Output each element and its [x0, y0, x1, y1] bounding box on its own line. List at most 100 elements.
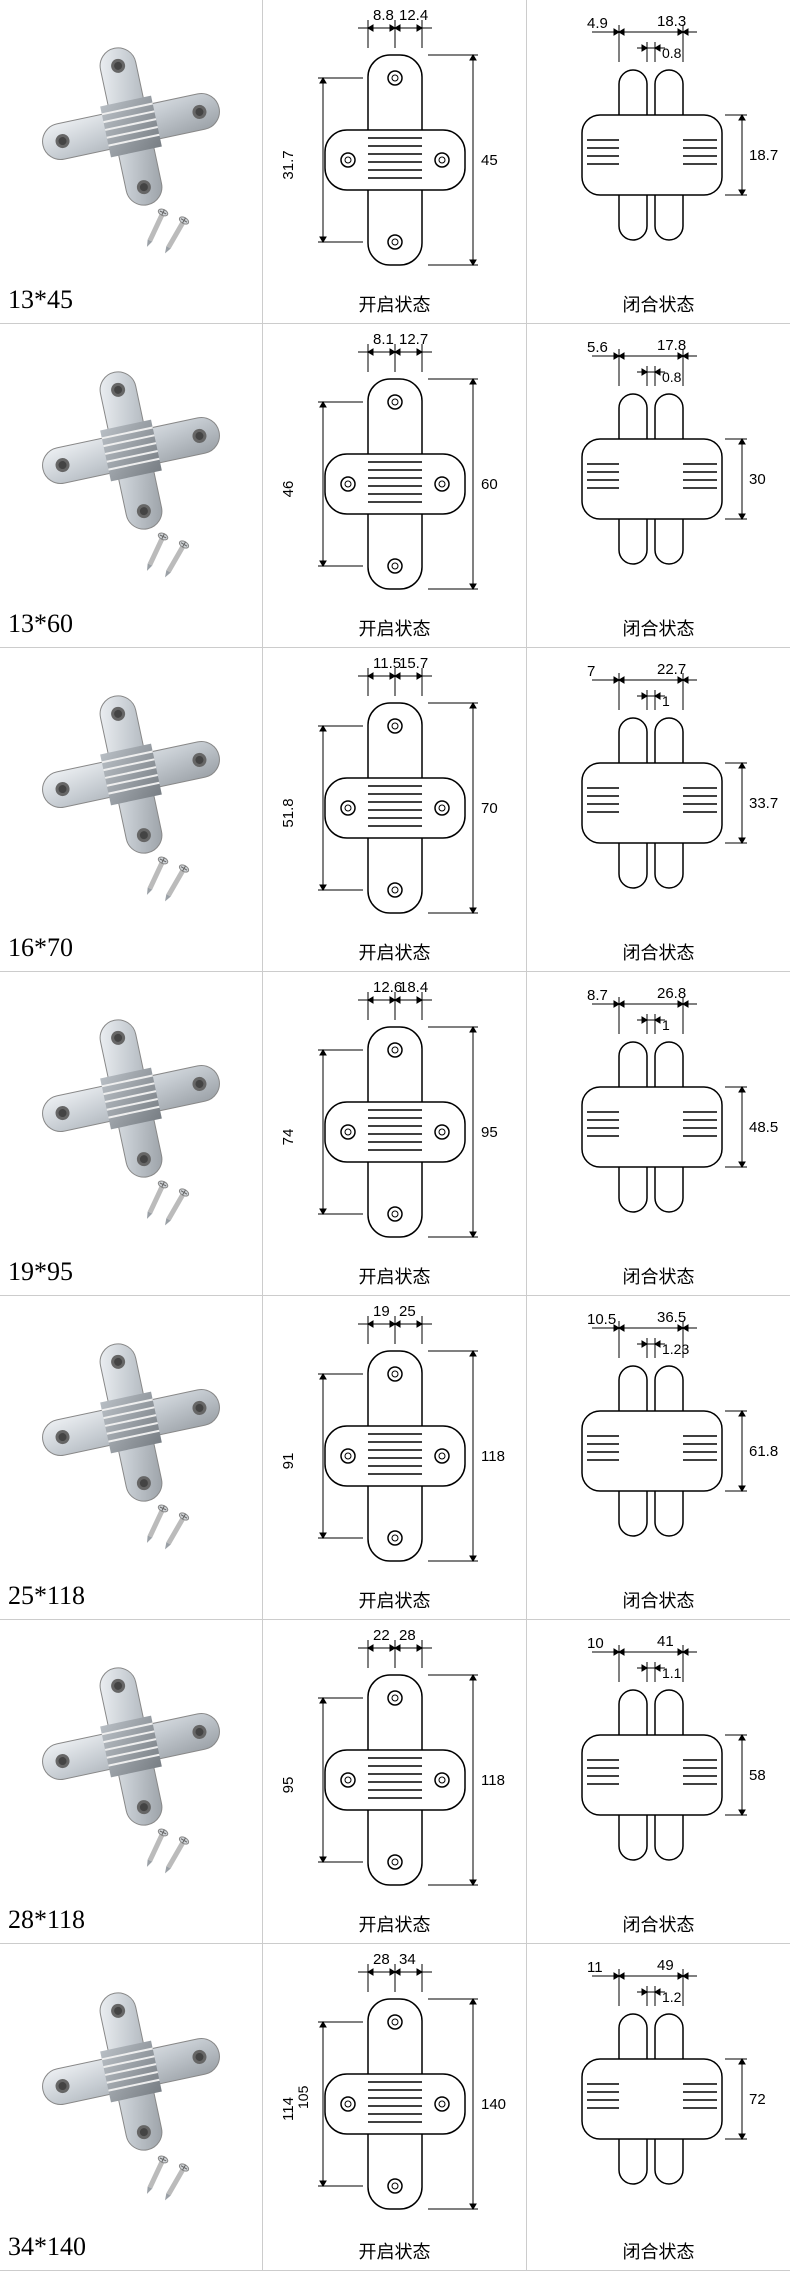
svg-text:12.6: 12.6 — [373, 979, 402, 996]
hinge-photo — [31, 1009, 231, 1194]
svg-text:8.1: 8.1 — [373, 331, 394, 348]
svg-text:70: 70 — [481, 800, 498, 817]
svg-text:51.8: 51.8 — [280, 798, 297, 827]
svg-text:1: 1 — [662, 693, 670, 709]
photo-cell: 25*118 — [0, 1296, 263, 1619]
spec-row: 13*60 8.1 12.7 46 — [0, 324, 790, 648]
size-label: 13*45 — [8, 285, 73, 315]
hinge-photo — [31, 1657, 231, 1842]
svg-text:5.6: 5.6 — [587, 339, 608, 356]
svg-text:91: 91 — [280, 1453, 297, 1470]
svg-text:8.8: 8.8 — [373, 7, 394, 24]
closed-state-label: 闭合状态 — [623, 1587, 695, 1613]
svg-text:45: 45 — [481, 152, 498, 169]
svg-text:26.8: 26.8 — [657, 985, 686, 1002]
open-diagram: 28 34 114 105 140 — [263, 1944, 526, 2240]
open-state-label: 开启状态 — [359, 615, 431, 641]
screws-photo — [142, 2155, 232, 2220]
open-state-label: 开启状态 — [359, 2238, 431, 2264]
svg-text:25: 25 — [399, 1303, 416, 1320]
svg-text:46: 46 — [280, 481, 297, 498]
closed-diagram-cell: 10 41 1.1 58 闭合状态 — [527, 1620, 790, 1943]
svg-text:1.1: 1.1 — [662, 1665, 682, 1681]
photo-cell: 13*45 — [0, 0, 263, 323]
open-diagram: 19 25 91 118 — [263, 1296, 526, 1589]
svg-text:8.7: 8.7 — [587, 987, 608, 1004]
open-diagram: 8.8 12.4 31.7 45 — [263, 0, 526, 293]
open-diagram: 22 28 95 118 — [263, 1620, 526, 1913]
closed-diagram: 5.6 17.8 0.8 30 — [527, 324, 790, 617]
svg-text:22: 22 — [373, 1627, 390, 1644]
svg-text:41: 41 — [657, 1633, 674, 1650]
open-diagram-cell: 12.6 18.4 74 95 开启状态 — [263, 972, 527, 1295]
spec-row: 28*118 22 28 95 — [0, 1620, 790, 1944]
closed-state-label: 闭合状态 — [623, 2238, 695, 2264]
svg-text:48.5: 48.5 — [749, 1119, 778, 1136]
open-diagram-cell: 19 25 91 118 开启状态 — [263, 1296, 527, 1619]
svg-text:33.7: 33.7 — [749, 795, 778, 812]
svg-text:118: 118 — [481, 1448, 505, 1465]
hinge-photo — [31, 685, 231, 870]
open-diagram-cell: 22 28 95 118 开启状态 — [263, 1620, 527, 1943]
closed-diagram-cell: 4.9 18.3 0.8 18.7 闭合状态 — [527, 0, 790, 323]
svg-text:1.2: 1.2 — [662, 1989, 682, 2005]
closed-diagram: 4.9 18.3 0.8 18.7 — [527, 0, 790, 293]
svg-text:12.4: 12.4 — [399, 7, 428, 24]
open-diagram-cell: 28 34 114 105 140 开启状态 — [263, 1944, 527, 2270]
svg-text:1.23: 1.23 — [662, 1341, 689, 1357]
open-state-label: 开启状态 — [359, 1911, 431, 1937]
size-label: 16*70 — [8, 933, 73, 963]
svg-text:30: 30 — [749, 471, 766, 488]
svg-text:74: 74 — [280, 1129, 297, 1146]
closed-diagram: 11 49 1.2 72 — [527, 1944, 790, 2240]
closed-diagram-cell: 7 22.7 1 33.7 闭合状态 — [527, 648, 790, 971]
screws-photo — [142, 1504, 232, 1569]
screws-photo — [142, 856, 232, 921]
screws-photo — [142, 532, 232, 597]
svg-text:15.7: 15.7 — [399, 655, 428, 672]
closed-diagram-cell: 5.6 17.8 0.8 30 闭合状态 — [527, 324, 790, 647]
open-diagram-cell: 8.8 12.4 31.7 45 开启状态 — [263, 0, 527, 323]
hinge-photo — [31, 361, 231, 546]
svg-text:28: 28 — [373, 1951, 390, 1968]
size-label: 19*95 — [8, 1257, 73, 1287]
open-state-label: 开启状态 — [359, 291, 431, 317]
size-label: 25*118 — [8, 1581, 85, 1611]
svg-text:22.7: 22.7 — [657, 661, 686, 678]
spec-row: 19*95 12.6 18.4 74 — [0, 972, 790, 1296]
closed-diagram-cell: 11 49 1.2 72 闭合状态 — [527, 1944, 790, 2270]
screws-photo — [142, 208, 232, 273]
svg-text:61.8: 61.8 — [749, 1443, 778, 1460]
hinge-photo — [31, 1982, 231, 2167]
svg-text:31.7: 31.7 — [280, 150, 297, 179]
svg-text:58: 58 — [749, 1767, 766, 1784]
closed-state-label: 闭合状态 — [623, 939, 695, 965]
closed-state-label: 闭合状态 — [623, 291, 695, 317]
open-state-label: 开启状态 — [359, 1587, 431, 1613]
svg-text:17.8: 17.8 — [657, 337, 686, 354]
size-label: 34*140 — [8, 2232, 86, 2262]
svg-text:19: 19 — [373, 1303, 390, 1320]
screws-photo — [142, 1828, 232, 1893]
svg-text:118: 118 — [481, 1772, 505, 1789]
svg-text:34: 34 — [399, 1951, 416, 1968]
open-diagram: 8.1 12.7 46 60 — [263, 324, 526, 617]
svg-text:7: 7 — [587, 663, 595, 680]
photo-cell: 16*70 — [0, 648, 263, 971]
closed-state-label: 闭合状态 — [623, 1911, 695, 1937]
svg-text:95: 95 — [481, 1124, 498, 1141]
svg-text:1: 1 — [662, 1017, 670, 1033]
photo-cell: 34*140 — [0, 1944, 263, 2270]
closed-diagram: 8.7 26.8 1 48.5 — [527, 972, 790, 1265]
photo-cell: 13*60 — [0, 324, 263, 647]
spec-row: 34*140 28 34 114 — [0, 1944, 790, 2271]
closed-diagram-cell: 8.7 26.8 1 48.5 闭合状态 — [527, 972, 790, 1295]
spec-row: 25*118 19 25 91 — [0, 1296, 790, 1620]
svg-text:105: 105 — [295, 2085, 311, 2109]
svg-text:95: 95 — [280, 1777, 297, 1794]
svg-text:12.7: 12.7 — [399, 331, 428, 348]
svg-text:4.9: 4.9 — [587, 15, 608, 32]
svg-text:36.5: 36.5 — [657, 1309, 686, 1326]
svg-text:18.3: 18.3 — [657, 13, 686, 30]
svg-text:11.5: 11.5 — [373, 655, 401, 672]
